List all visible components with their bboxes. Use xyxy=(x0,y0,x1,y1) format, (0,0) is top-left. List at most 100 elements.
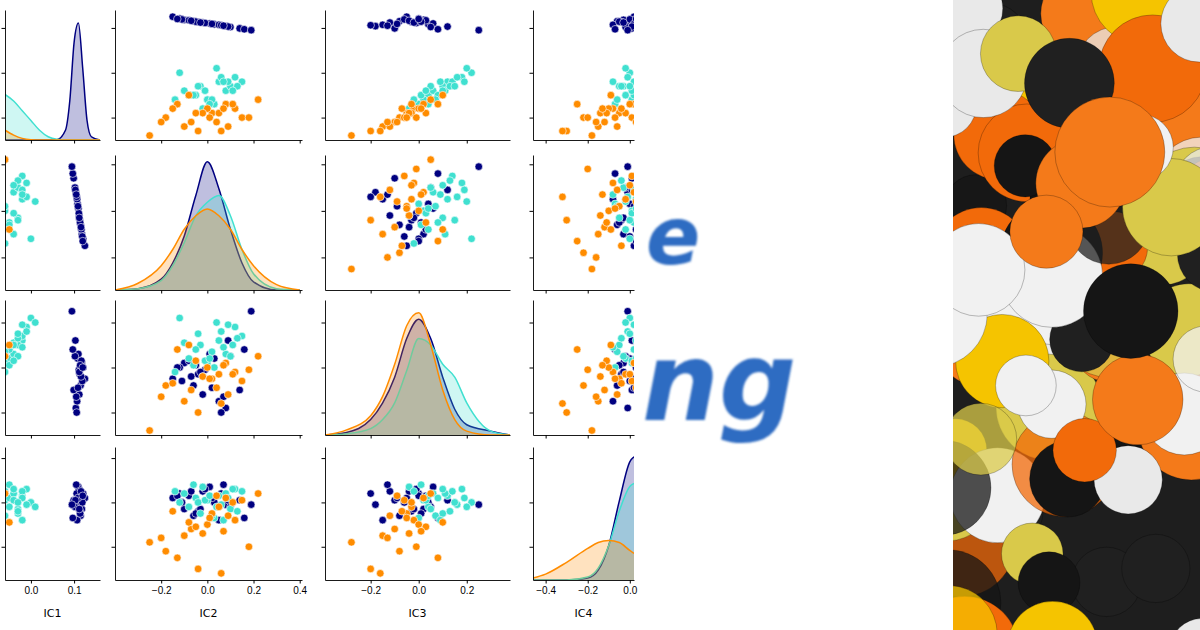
scatter-point xyxy=(599,361,607,369)
y-tick-mark xyxy=(2,257,6,258)
scatter-point xyxy=(437,78,445,86)
kde-line xyxy=(533,457,634,580)
confetti-disc xyxy=(1010,195,1083,268)
x-tick xyxy=(161,435,162,439)
y-tick-mark xyxy=(322,28,326,29)
scatter-point xyxy=(434,170,442,178)
confetti-disc xyxy=(1173,326,1200,392)
plot-area xyxy=(5,23,100,140)
scatter-point xyxy=(393,198,401,206)
scatter-point xyxy=(224,512,232,520)
x-axis-title: IC2 xyxy=(200,607,218,620)
scatter-point xyxy=(174,15,182,23)
scatter-point xyxy=(240,346,248,354)
y-axis xyxy=(322,448,326,581)
x-tick xyxy=(371,140,372,144)
background xyxy=(0,0,1200,630)
scatter-point xyxy=(68,501,76,509)
x-tick-mark xyxy=(630,580,631,584)
scatter-point xyxy=(6,503,14,511)
y-axis-line xyxy=(325,448,326,581)
scatter-point xyxy=(408,195,416,203)
scatter-point xyxy=(632,118,634,126)
scatter-point xyxy=(227,352,235,360)
scatter-point xyxy=(458,179,466,187)
scatter-point xyxy=(618,334,626,342)
y-tick-mark xyxy=(530,164,534,165)
y-tick xyxy=(530,118,534,119)
y-axis xyxy=(530,11,534,141)
scatter-point xyxy=(622,64,630,72)
scatter-point xyxy=(192,523,200,531)
scatter-point xyxy=(609,179,617,187)
scatter-point xyxy=(229,370,237,378)
y-tick xyxy=(530,458,534,459)
x-tick-label: 0.0 xyxy=(201,585,215,596)
scatter-point xyxy=(580,382,588,390)
scatter-point xyxy=(192,346,200,354)
scatter-point xyxy=(23,179,31,187)
scatter-point xyxy=(197,510,205,518)
scatter-point xyxy=(622,226,630,234)
scatter-point xyxy=(599,191,607,199)
confetti-disc xyxy=(1092,354,1183,445)
scatter-point xyxy=(624,307,632,315)
x-tick xyxy=(546,435,547,439)
scatter-point xyxy=(607,226,615,234)
scatter-point xyxy=(403,205,411,213)
kde-area xyxy=(533,457,634,580)
scatter-point xyxy=(180,490,188,498)
scatter-point xyxy=(434,237,442,245)
y-tick xyxy=(112,368,116,369)
kde-line xyxy=(533,483,634,580)
x-tick-mark xyxy=(588,290,589,294)
x-tick-mark xyxy=(630,435,631,439)
scatter-point xyxy=(231,323,239,331)
y-axis-line xyxy=(533,448,534,581)
scatter-point xyxy=(446,507,454,515)
scatter-point xyxy=(234,334,242,342)
x-tick xyxy=(161,140,162,144)
scatter-point xyxy=(69,170,77,178)
scatter-point xyxy=(27,235,35,243)
scatter-point xyxy=(204,364,212,372)
x-tick-mark xyxy=(630,290,631,294)
scatter-point xyxy=(185,91,193,99)
scatter-point xyxy=(434,554,442,562)
y-tick xyxy=(2,547,6,548)
scatter-point xyxy=(238,496,246,504)
y-tick xyxy=(112,257,116,258)
y-axis xyxy=(112,301,116,436)
x-axis-line xyxy=(326,290,511,291)
x-axis xyxy=(534,290,635,294)
scatter-point xyxy=(451,499,459,507)
scatter-point xyxy=(611,25,619,33)
scatter-point xyxy=(6,226,14,234)
confetti-disc xyxy=(1122,534,1190,602)
y-tick-mark xyxy=(2,323,6,324)
x-tick xyxy=(419,435,420,439)
scatter-point xyxy=(427,23,435,31)
scatter-point xyxy=(208,348,216,356)
x-tick-label: 0.0 xyxy=(412,585,426,596)
x-tick xyxy=(467,290,468,294)
y-tick-mark xyxy=(322,413,326,414)
kde-area xyxy=(533,483,634,580)
x-tick-label: 0.0 xyxy=(623,585,637,596)
x-axis xyxy=(534,140,635,144)
y-tick-mark xyxy=(322,118,326,119)
y-axis-line xyxy=(5,301,6,436)
scatter-point xyxy=(236,386,244,394)
y-axis-line xyxy=(115,448,116,581)
scatter-point xyxy=(18,191,26,199)
panel: −0.20.00.2 xyxy=(322,448,511,596)
scatter-point xyxy=(68,163,76,171)
y-tick xyxy=(530,211,534,212)
scatter-point xyxy=(220,361,228,369)
x-tick xyxy=(630,435,631,439)
scatter-point xyxy=(229,485,237,493)
y-axis-line xyxy=(115,301,116,436)
x-axis xyxy=(326,290,511,294)
kde-line xyxy=(115,162,300,290)
y-tick xyxy=(2,211,6,212)
